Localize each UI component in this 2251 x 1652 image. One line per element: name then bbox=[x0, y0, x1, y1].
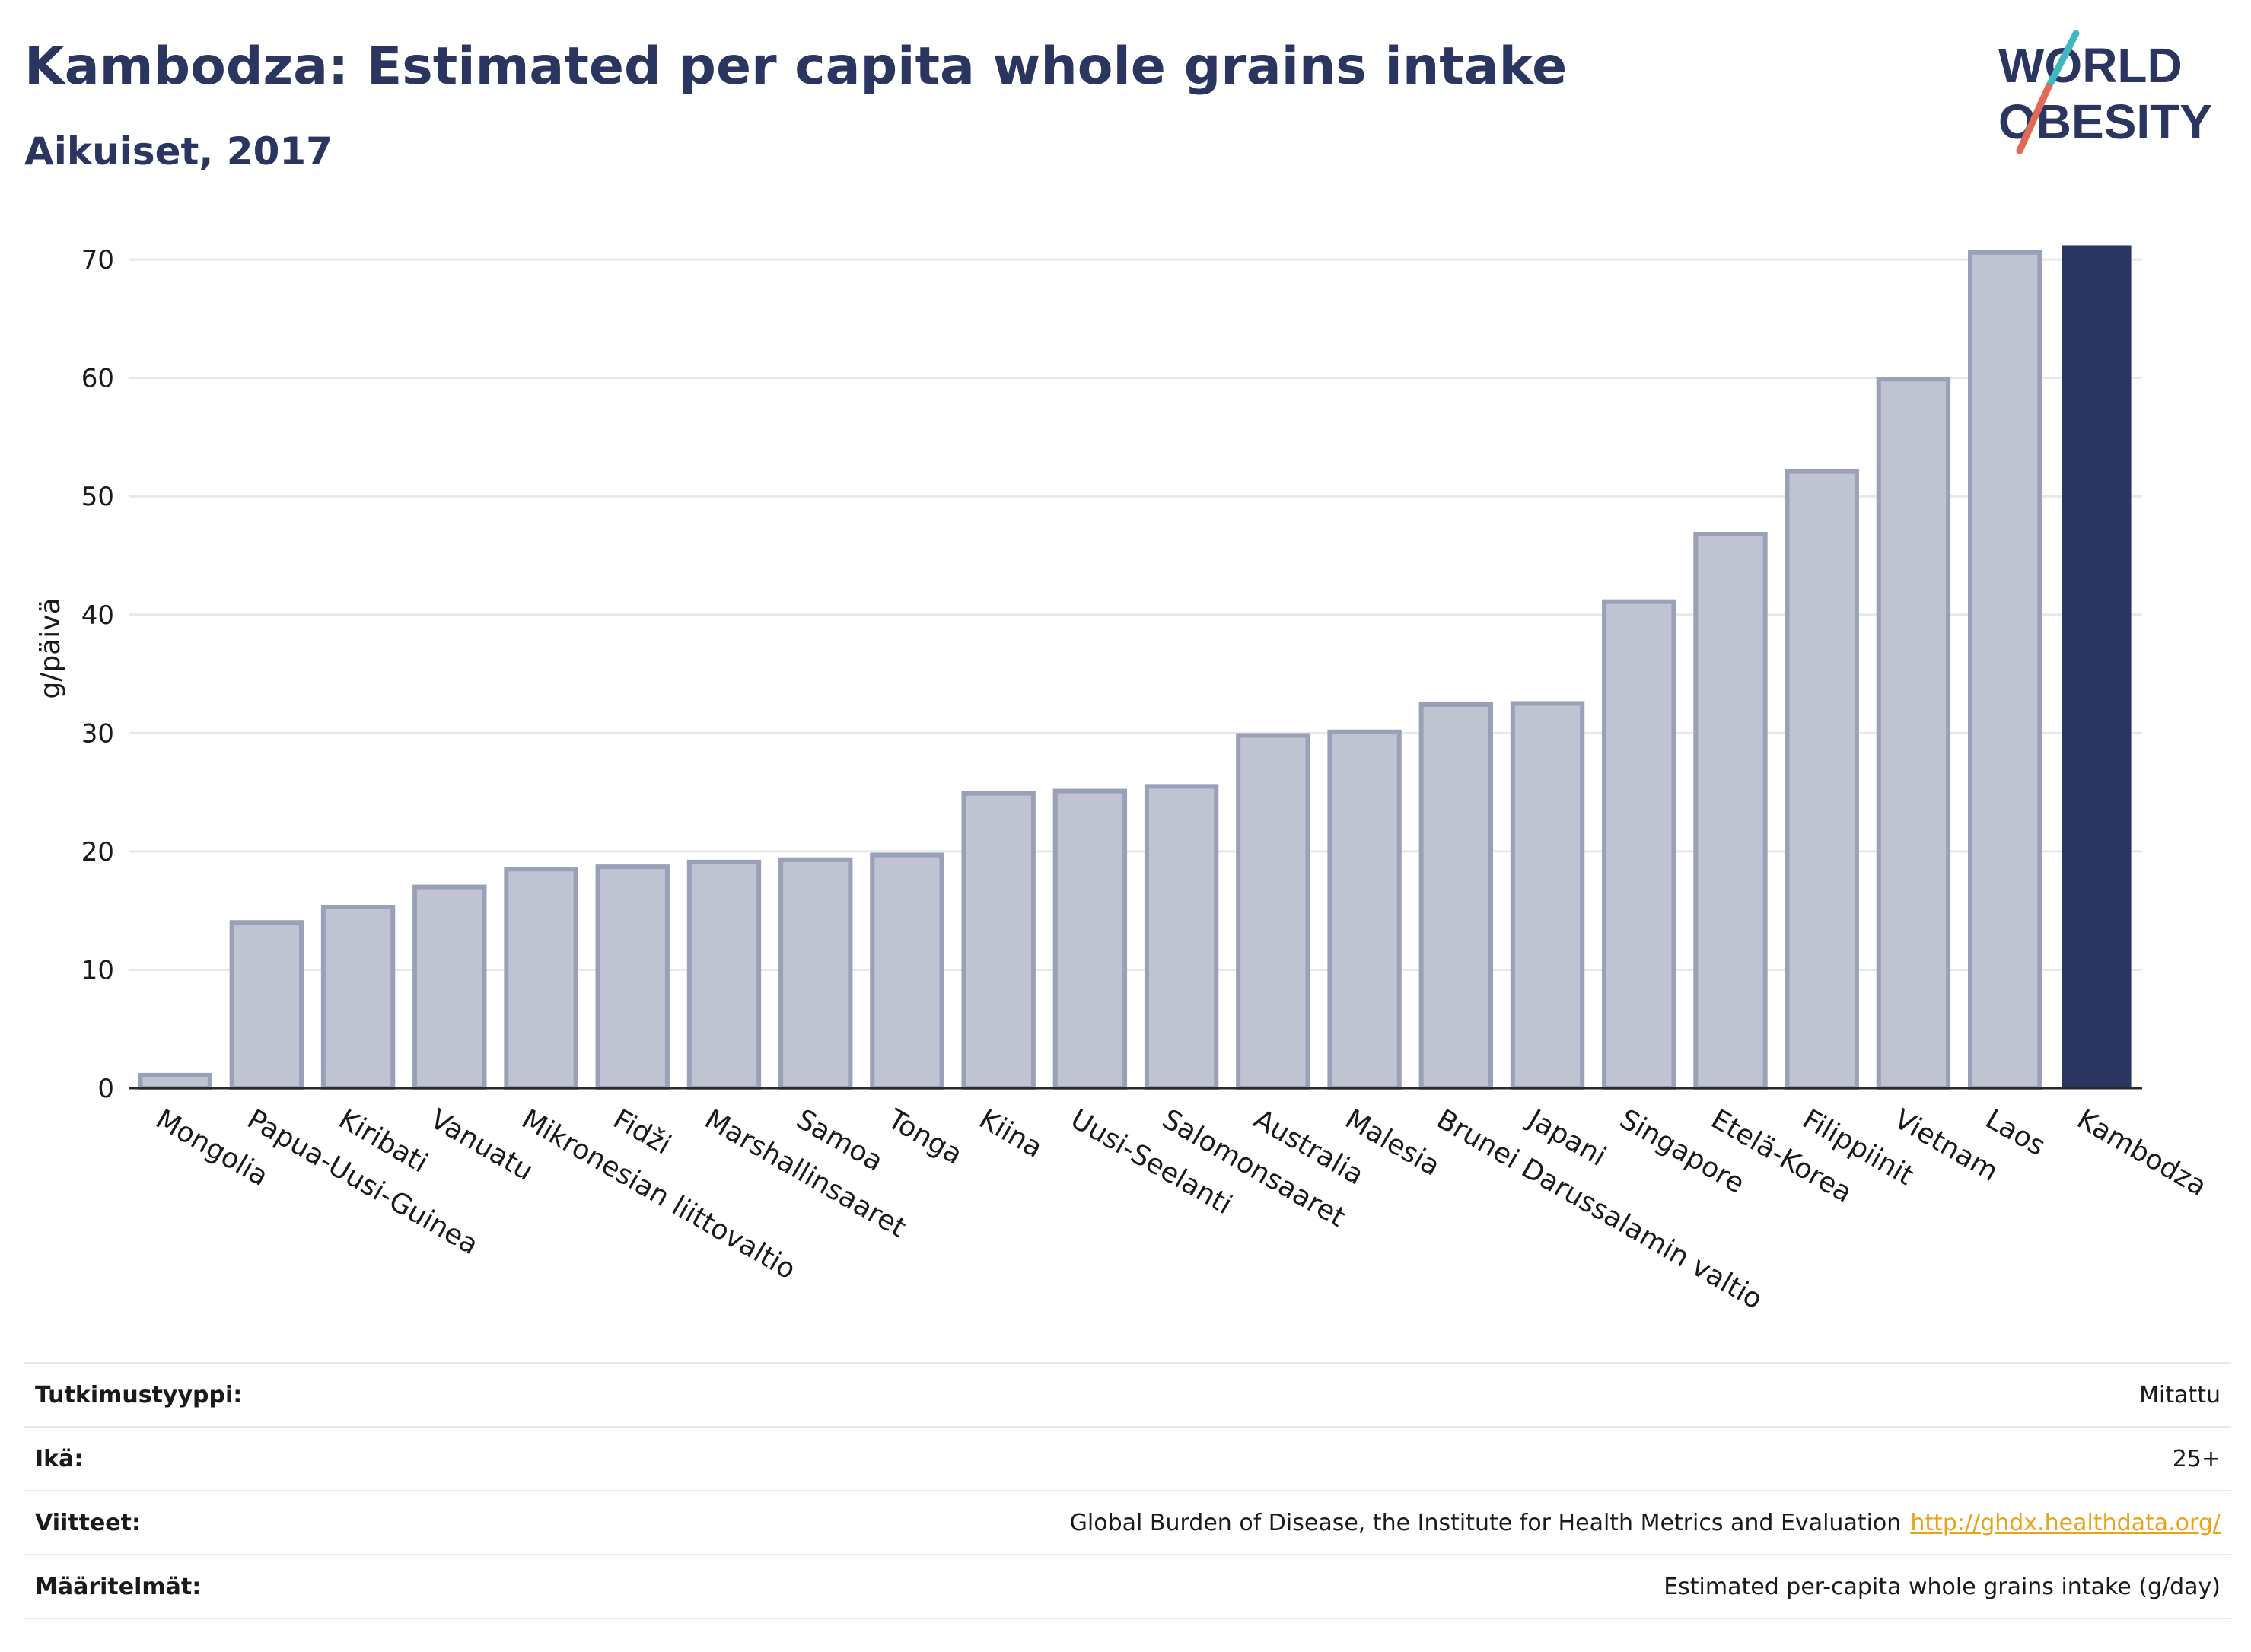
bar-uusi-seelanti bbox=[1052, 788, 1128, 1090]
bar-mongolia bbox=[138, 1072, 212, 1091]
bar-tonga bbox=[870, 852, 944, 1090]
bar-japani bbox=[1510, 701, 1585, 1090]
x-tick-label: Tonga bbox=[882, 1103, 968, 1171]
chart-subtitle: Aikuiset, 2017 bbox=[24, 129, 333, 173]
bar-vietnam bbox=[1876, 377, 1951, 1090]
reference-link[interactable]: http://ghdx.healthdata.org/ bbox=[1910, 1509, 2221, 1536]
info-value: Global Burden of Disease, the Institute … bbox=[1069, 1509, 1902, 1536]
chart-title: Kambodza: Estimated per capita whole gra… bbox=[24, 37, 1568, 97]
info-value-group: Global Burden of Disease, the Institute … bbox=[1070, 1510, 2231, 1536]
bar-brunei-darussalamin-valtio bbox=[1418, 702, 1493, 1090]
bar-fidži bbox=[595, 864, 670, 1090]
y-tick-label: 20 bbox=[81, 837, 114, 867]
info-label: Ikä: bbox=[35, 1445, 84, 1472]
info-row-age: Ikä: 25+ bbox=[24, 1426, 2231, 1490]
y-tick-labels: 0 10 20 30 40 50 60 70 bbox=[81, 245, 114, 1104]
info-row-definitions: Määritelmät: Estimated per-capita whole … bbox=[24, 1554, 2231, 1619]
x-tick-label: Vanuatu bbox=[425, 1103, 538, 1187]
bar-salomonsaaret bbox=[1144, 784, 1219, 1091]
x-tick-label: Fidži bbox=[608, 1103, 677, 1160]
x-tick-label: Kambodza bbox=[2071, 1103, 2211, 1202]
y-tick-label: 70 bbox=[81, 245, 114, 275]
y-tick-label: 30 bbox=[81, 718, 114, 749]
logo-line-1: WORLD bbox=[1998, 38, 2183, 93]
bar-malesia bbox=[1327, 729, 1402, 1090]
bar-singapore bbox=[1602, 599, 1676, 1090]
info-value: Mitattu bbox=[2139, 1381, 2221, 1408]
bar-australia bbox=[1236, 733, 1310, 1090]
info-value: 25+ bbox=[2172, 1445, 2221, 1472]
info-row-references: Viitteet: Global Burden of Disease, the … bbox=[24, 1490, 2231, 1554]
y-tick-label: 0 bbox=[97, 1074, 114, 1104]
bar-kiina bbox=[961, 791, 1036, 1090]
y-axis-label: g/päivä bbox=[35, 597, 66, 699]
bar-kambodza bbox=[2062, 245, 2132, 1088]
bar-marshallinsaaret bbox=[686, 859, 762, 1091]
bar-papua-uusi-guinea bbox=[229, 920, 304, 1090]
x-tick-labels: MongoliaPapua-Uusi-GuineaKiribatiVanuatu… bbox=[151, 1103, 2212, 1316]
y-tick-label: 40 bbox=[81, 600, 114, 631]
x-tick-label: Kiina bbox=[974, 1103, 1048, 1164]
bar-mikronesian-liittovaltio bbox=[504, 867, 578, 1090]
y-tick-label: 10 bbox=[81, 955, 114, 985]
bars bbox=[138, 245, 2132, 1091]
bar-kiribati bbox=[320, 905, 396, 1090]
world-obesity-logo: WORLD OBESITY bbox=[1998, 30, 2212, 154]
bar-chart: 0 10 20 30 40 50 60 70 MongoliaPapua-Uusi-Guine… bbox=[35, 245, 2212, 1316]
info-label: Tutkimustyyppi: bbox=[35, 1381, 243, 1408]
info-label: Määritelmät: bbox=[35, 1573, 202, 1600]
logo-slash-teal bbox=[2045, 30, 2080, 91]
info-row-study-type: Tutkimustyyppi: Mitattu bbox=[24, 1362, 2231, 1426]
logo-slash-red bbox=[2016, 83, 2052, 154]
bar-laos bbox=[1967, 250, 2042, 1090]
y-tick-label: 60 bbox=[81, 364, 114, 394]
bar-etelä-korea bbox=[1693, 532, 1768, 1090]
info-table: Tutkimustyyppi: Mitattu Ikä: 25+ Viittee… bbox=[24, 1362, 2231, 1619]
info-label: Viitteet: bbox=[35, 1509, 141, 1536]
x-tick-label: Uusi-Seelanti bbox=[1065, 1103, 1237, 1221]
bar-samoa bbox=[778, 857, 853, 1091]
bar-filippiinit bbox=[1785, 469, 1859, 1090]
bar-vanuatu bbox=[412, 884, 487, 1090]
y-tick-label: 50 bbox=[81, 482, 114, 512]
info-value: Estimated per-capita whole grains intake… bbox=[1664, 1573, 2221, 1600]
